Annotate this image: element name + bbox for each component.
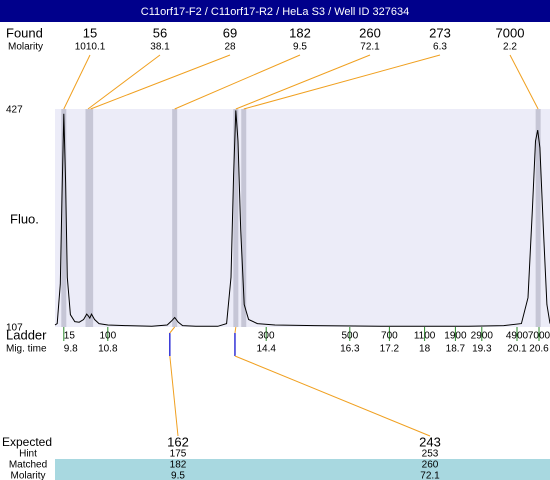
ladder-time: 18 — [419, 344, 431, 355]
found-size: 56 — [153, 25, 167, 40]
ladder-time: 9.8 — [64, 344, 78, 355]
ladder-size: 300 — [258, 331, 275, 342]
expected-connector — [234, 355, 431, 437]
ladder-size: 2900 — [471, 331, 494, 342]
found-connector — [90, 54, 231, 110]
expected-size: 162 — [167, 434, 189, 449]
expected-link — [234, 326, 237, 334]
expected-row-label: Matched — [9, 460, 47, 471]
peak-band — [85, 109, 91, 327]
found-size: 182 — [289, 25, 311, 40]
expected-matched: 182 — [170, 460, 187, 471]
expected-link — [169, 326, 176, 334]
expected-connector — [169, 355, 179, 437]
ladder-time: 16.3 — [340, 344, 360, 355]
found-connector — [243, 54, 441, 110]
ladder-size: 1100 — [414, 331, 436, 342]
ladder-size: 7000 — [528, 331, 550, 342]
expected-row-label: Expected — [2, 435, 52, 449]
expected-hint: 175 — [170, 449, 187, 460]
ladder-time: 18.7 — [446, 344, 466, 355]
ladder-time: 17.2 — [380, 344, 400, 355]
ladder-time: 20.6 — [529, 344, 549, 355]
ladder-size: 15 — [64, 331, 76, 342]
trace — [54, 110, 550, 327]
found-size: 69 — [223, 25, 237, 40]
y-tick-label: 427 — [6, 105, 23, 116]
ladder-size: 100 — [99, 331, 116, 342]
matched-band — [55, 459, 550, 480]
found-connector — [509, 54, 539, 110]
found-connector — [235, 54, 371, 110]
title: C11orf17-F2 / C11orf17-R2 / HeLa S3 / We… — [141, 6, 409, 18]
plot-area — [55, 109, 550, 327]
molarity-label: Molarity — [8, 42, 43, 53]
found-molarity: 9.5 — [293, 42, 307, 53]
ladder-time: 10.8 — [98, 344, 118, 355]
found-size: 273 — [429, 25, 451, 40]
peak-band — [241, 109, 247, 327]
found-molarity: 2.2 — [503, 42, 517, 53]
ladder-size: 4900 — [506, 331, 529, 342]
ladder-size: 700 — [381, 331, 398, 342]
mig-time-label: Mig. time — [6, 344, 47, 355]
ladder-label: Ladder — [6, 327, 47, 342]
found-molarity: 38.1 — [150, 42, 170, 53]
expected-molarity: 72.1 — [420, 471, 440, 480]
ladder-size: 1900 — [444, 331, 467, 342]
peak-band — [172, 109, 178, 327]
found-molarity: 28 — [224, 42, 236, 53]
found-connector — [63, 54, 91, 110]
peak-band — [88, 109, 94, 327]
ladder-time: 14.4 — [256, 344, 276, 355]
found-molarity: 72.1 — [360, 42, 380, 53]
found-molarity: 1010.1 — [75, 42, 106, 53]
found-label: Found — [6, 25, 43, 40]
peak-band — [61, 109, 67, 327]
ladder-time: 19.3 — [472, 344, 492, 355]
found-connector — [174, 54, 301, 110]
expected-hint: 253 — [422, 449, 439, 460]
ladder-size: 500 — [341, 331, 358, 342]
title-bar — [0, 0, 550, 22]
y-axis-label: Fluo. — [10, 211, 39, 226]
found-molarity: 6.3 — [433, 42, 447, 53]
expected-molarity: 9.5 — [171, 471, 185, 480]
expected-size: 243 — [419, 434, 441, 449]
expected-matched: 260 — [422, 460, 439, 471]
peak-band — [535, 109, 541, 327]
found-size: 15 — [83, 25, 97, 40]
found-connector — [87, 54, 161, 110]
expected-row-label: Molarity — [10, 471, 45, 480]
peak-band — [233, 109, 239, 327]
found-size: 7000 — [496, 25, 525, 40]
found-size: 260 — [359, 25, 381, 40]
y-tick-label: 107 — [6, 323, 23, 334]
ladder-time: 20.1 — [507, 344, 527, 355]
expected-row-label: Hint — [19, 449, 37, 460]
